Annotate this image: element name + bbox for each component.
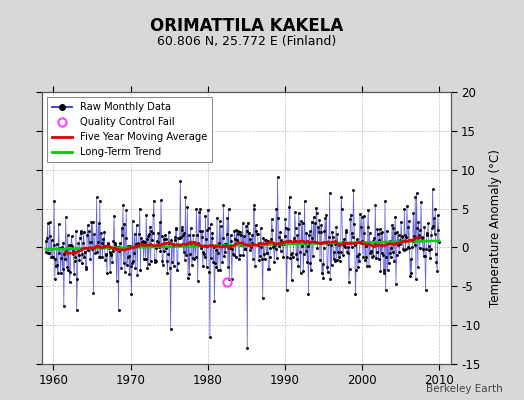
Y-axis label: Temperature Anomaly (°C): Temperature Anomaly (°C): [489, 149, 501, 307]
Text: Berkeley Earth: Berkeley Earth: [427, 384, 503, 394]
Legend: Raw Monthly Data, Quality Control Fail, Five Year Moving Average, Long-Term Tren: Raw Monthly Data, Quality Control Fail, …: [47, 97, 212, 162]
Text: 60.806 N, 25.772 E (Finland): 60.806 N, 25.772 E (Finland): [157, 36, 336, 48]
Text: ORIMATTILA KAKELA: ORIMATTILA KAKELA: [150, 17, 343, 35]
